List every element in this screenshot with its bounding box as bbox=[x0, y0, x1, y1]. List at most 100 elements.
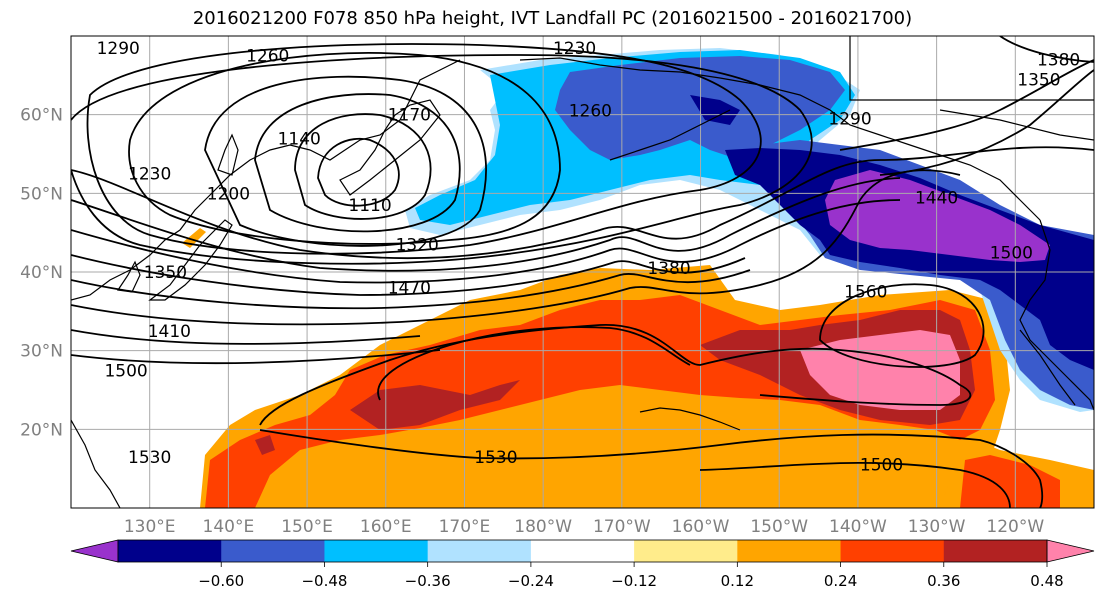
coastline-aleutians bbox=[609, 109, 731, 161]
colorbar: −0.60 −0.48 −0.36 −0.24 −0.12 0.12 0.24 0.36 0.4… bbox=[70, 539, 1095, 590]
contour-line bbox=[71, 169, 961, 326]
contour-label: 1260 bbox=[569, 102, 612, 122]
contour-label: 1170 bbox=[388, 106, 431, 126]
contour-line bbox=[699, 461, 1011, 508]
contour-label: 1320 bbox=[396, 235, 439, 255]
ivt-shading-layer bbox=[182, 48, 1094, 508]
colorbar-tick-label: 0.48 bbox=[1030, 572, 1063, 590]
lon-tick-labels: 130°E 140°E 150°E 160°E 170°E 180°W 170°W 160°W… bbox=[124, 517, 1045, 537]
contour-line bbox=[317, 137, 400, 207]
contour-label: 1200 bbox=[207, 184, 250, 204]
contour-line bbox=[71, 254, 746, 296]
contour-label: 1500 bbox=[990, 243, 1033, 263]
contour-label: 1410 bbox=[148, 322, 191, 342]
lon-tick-label: 130°W bbox=[908, 517, 966, 537]
colorbar-segment bbox=[737, 540, 842, 562]
colorbar-frame bbox=[117, 539, 1048, 563]
lat-tick-label: 20°N bbox=[20, 420, 63, 440]
ivt-region-neg0p48-east bbox=[725, 148, 1094, 370]
lon-tick-label: 150°W bbox=[750, 517, 808, 537]
figure-title: 2016021200 F078 850 hPa height, IVT Land… bbox=[192, 8, 913, 29]
ivt-region-0p48-small bbox=[255, 435, 275, 455]
height-contours bbox=[71, 36, 1094, 508]
contour-label: 1560 bbox=[844, 283, 887, 303]
contour-label: 1350 bbox=[144, 263, 187, 283]
contour-label: 1380 bbox=[1037, 51, 1080, 71]
colorbar-tick-label: −0.36 bbox=[405, 572, 451, 590]
colorbar-segment bbox=[634, 540, 738, 562]
contour-line bbox=[259, 429, 1044, 508]
contour-line bbox=[204, 75, 487, 247]
contour-line bbox=[879, 69, 1094, 176]
contour-line bbox=[294, 113, 432, 220]
colorbar-tick-label: −0.60 bbox=[198, 572, 244, 590]
colorbar-tick-label: −0.48 bbox=[301, 572, 347, 590]
contour-line bbox=[839, 59, 1094, 151]
contour-label: 1500 bbox=[860, 456, 903, 476]
contour-line bbox=[377, 326, 691, 401]
contour-line bbox=[71, 329, 421, 345]
lat-tick-labels: 60°N 50°N 40°N 30°N 20°N bbox=[20, 106, 63, 441]
contour-line bbox=[71, 177, 901, 272]
lon-tick-label: 160°W bbox=[672, 517, 730, 537]
contour-line bbox=[71, 146, 1094, 260]
colorbar-segment bbox=[427, 540, 532, 562]
contour-line bbox=[999, 36, 1094, 63]
contour-line bbox=[71, 349, 441, 365]
contour-label: 1230 bbox=[128, 165, 171, 185]
lon-tick-label: 140°E bbox=[203, 517, 255, 537]
lon-tick-label: 170°W bbox=[593, 517, 651, 537]
coastline-alaska bbox=[519, 57, 1041, 221]
colorbar-tick-label: −0.24 bbox=[508, 572, 554, 590]
coastline-canada-line bbox=[939, 109, 1094, 141]
contour-line bbox=[71, 199, 901, 284]
colorbar-segment bbox=[530, 540, 635, 562]
ivt-region-0p48 bbox=[350, 380, 520, 430]
colorbar-tick-label: 0.12 bbox=[721, 572, 754, 590]
lat-tick-label: 30°N bbox=[20, 342, 63, 362]
contour-label: 1350 bbox=[1017, 70, 1060, 90]
lon-tick-label: 160°E bbox=[360, 517, 412, 537]
colorbar-segment bbox=[221, 540, 325, 562]
contour-label: 1140 bbox=[278, 129, 321, 149]
contour-label: 1530 bbox=[474, 448, 517, 468]
coastline-sakhalin bbox=[217, 133, 239, 176]
lat-tick-label: 40°N bbox=[20, 263, 63, 283]
contour-line bbox=[254, 93, 461, 233]
contour-line bbox=[86, 43, 762, 255]
lon-tick-label: 150°E bbox=[281, 517, 333, 537]
coastline-asia bbox=[71, 59, 461, 301]
colorbar-tick-label: 0.24 bbox=[824, 572, 857, 590]
lon-tick-label: 130°E bbox=[124, 517, 176, 537]
colorbar-extend-low bbox=[70, 539, 119, 563]
coastline-baja bbox=[1019, 329, 1076, 406]
coastline-canada-inner bbox=[849, 36, 1094, 101]
colorbar-segment bbox=[943, 540, 1048, 562]
coastline-kamchatka bbox=[339, 99, 441, 196]
coastline-hawaii bbox=[639, 407, 741, 431]
lon-tick-label: 120°W bbox=[986, 517, 1044, 537]
contour-label: 1110 bbox=[348, 196, 391, 216]
colorbar-extend-high bbox=[1046, 539, 1095, 563]
lon-tick-label: 170°E bbox=[439, 517, 491, 537]
lon-tick-label: 140°W bbox=[829, 517, 887, 537]
colorbar-segment bbox=[118, 540, 222, 562]
ivt-region-neg0p48 bbox=[690, 95, 740, 125]
contour-line bbox=[128, 52, 561, 245]
contour-label: 1470 bbox=[388, 279, 431, 299]
contour-line bbox=[819, 283, 985, 368]
contour-label: 1440 bbox=[915, 188, 958, 208]
contour-label: 1290 bbox=[97, 39, 140, 59]
contour-label: 1380 bbox=[647, 259, 690, 279]
ivt-region-0p36-south-inner bbox=[960, 455, 1060, 508]
colorbar-tick-label: −0.12 bbox=[611, 572, 657, 590]
colorbar-segment bbox=[840, 540, 945, 562]
map-frame bbox=[70, 35, 1095, 509]
lat-tick-label: 50°N bbox=[20, 184, 63, 204]
contour-label: 1500 bbox=[104, 361, 147, 381]
lon-tick-label: 180°W bbox=[514, 517, 572, 537]
coastline-north-america bbox=[1019, 219, 1094, 411]
